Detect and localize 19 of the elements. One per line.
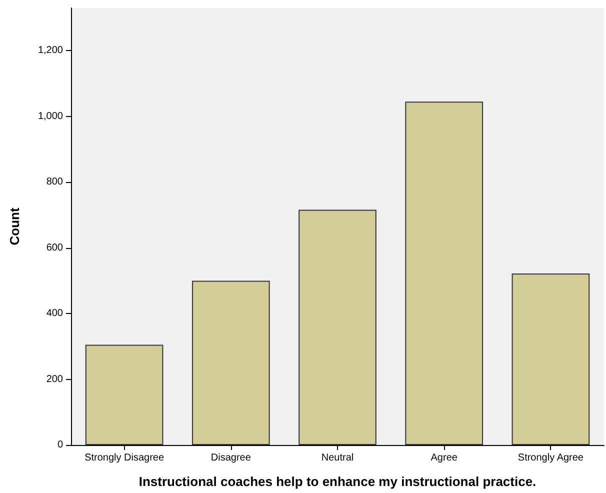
y-tick-label: 1,000	[38, 110, 64, 122]
x-tick-label: Strongly Agree	[518, 452, 584, 464]
y-axis-title: Count	[7, 207, 22, 246]
y-tick-label: 1,200	[38, 45, 64, 56]
bar	[85, 344, 164, 445]
x-tick-label: Agree	[430, 452, 458, 464]
x-tick-label: Strongly Disagree	[84, 452, 164, 464]
bar	[192, 280, 270, 445]
bar	[512, 273, 590, 445]
x-tick-label: Disagree	[210, 452, 252, 464]
y-tick-label: 400	[46, 308, 64, 320]
x-axis-title: Instructional coaches help to enhance my instructional practice.	[138, 474, 536, 489]
x-tick-label: Neutral	[321, 452, 354, 464]
bar	[405, 102, 484, 445]
y-tick-label: 600	[46, 242, 64, 254]
y-tick-label: 800	[46, 176, 64, 188]
y-tick-label: 0	[57, 440, 64, 450]
bar	[298, 210, 376, 445]
y-tick-label: 200	[46, 374, 64, 385]
